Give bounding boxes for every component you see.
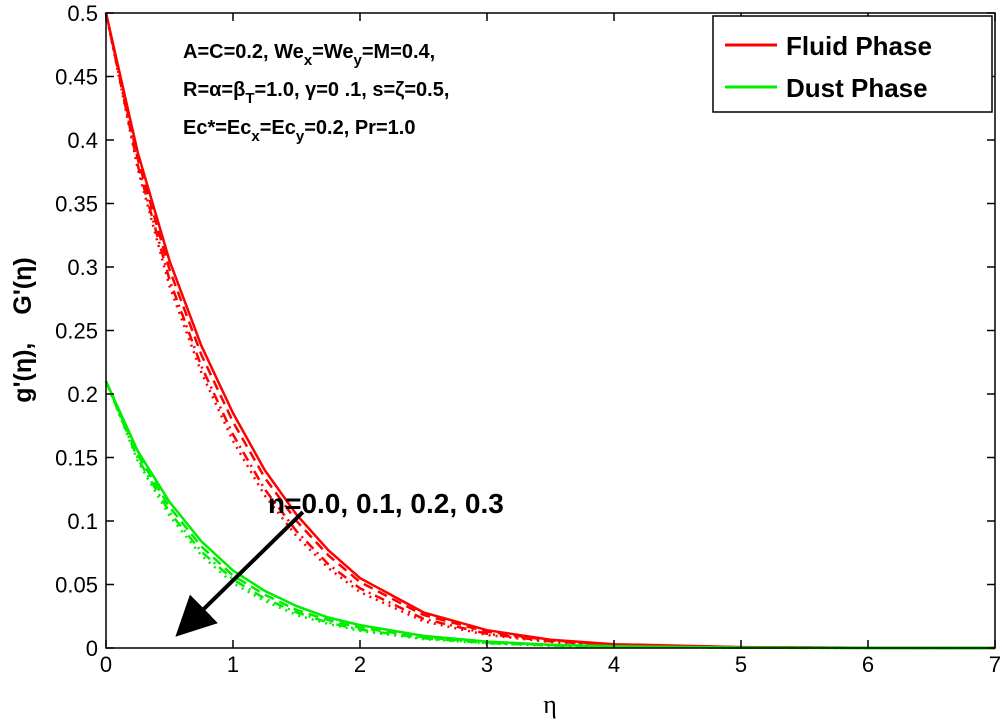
x-axis-label: η — [543, 690, 557, 719]
series-line-dust-6 — [104, 380, 995, 650]
param-line-1: A=C=0.2, Wex=Wey=M=0.4, — [183, 41, 435, 69]
y-tick-label: 0.05 — [55, 573, 98, 598]
parameter-text: A=C=0.2, Wex=Wey=M=0.4, R=α=βT=1.0, γ=0 … — [183, 41, 449, 145]
x-tick-label: 7 — [989, 652, 1001, 677]
x-tick-label: 1 — [227, 652, 239, 677]
legend-label-fluid: Fluid Phase — [786, 31, 932, 61]
y-tick-label: 0.35 — [55, 192, 98, 217]
param-line-2: R=α=βT=1.0, γ=0 .1, s=ζ=0.5, — [183, 79, 449, 107]
y-tick-label: 0.3 — [67, 255, 98, 280]
y-tick-label: 0.1 — [67, 509, 98, 534]
x-tick-label: 4 — [608, 652, 620, 677]
series-line-dust-4 — [104, 380, 996, 650]
x-tick-label: 3 — [481, 652, 493, 677]
param-line-3: Ec*=Ecx=Ecy=0.2, Pr=1.0 — [183, 117, 415, 145]
annotation-text: n=0.0, 0.1, 0.2, 0.3 — [268, 488, 504, 519]
y-axis-label-part1: g'(η), — [9, 343, 37, 403]
ticks-layer: 0 1 2 3 4 5 6 7 0 0.05 0.1 0.15 0.2 0.25 0.3 0.35 0.4 0.4… — [55, 1, 1001, 677]
y-tick-label: 0.4 — [67, 128, 98, 153]
annotation-arrow — [175, 510, 305, 637]
x-tick-label: 6 — [862, 652, 874, 677]
y-axis-label-part2: G'(η) — [9, 257, 37, 314]
y-tick-label: 0.5 — [67, 1, 98, 26]
x-tick-label: 5 — [735, 652, 747, 677]
legend-box — [712, 15, 993, 113]
x-tick-label: 2 — [354, 652, 366, 677]
y-axis-label: g'(η), G'(η) — [9, 257, 37, 402]
legend-label-dust: Dust Phase — [786, 73, 928, 103]
series-line-dust-5 — [104, 380, 996, 650]
y-tick-label: 0.45 — [55, 65, 98, 90]
series-line-dust-7 — [104, 380, 995, 650]
x-tick-label: 0 — [100, 652, 112, 677]
series-layer — [104, 12, 996, 650]
y-tick-label: 0.25 — [55, 319, 98, 344]
y-tick-label: 0 — [86, 636, 98, 661]
legend: Fluid Phase Dust Phase — [712, 15, 993, 113]
y-tick-label: 0.15 — [55, 446, 98, 471]
y-tick-label: 0.2 — [67, 382, 98, 407]
